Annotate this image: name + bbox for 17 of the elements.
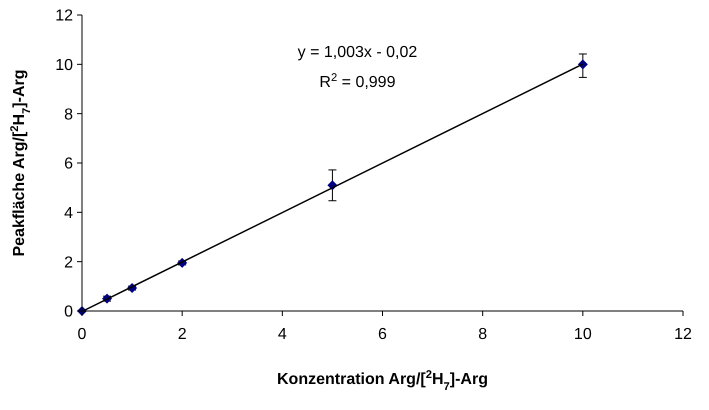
x-tick-label: 12	[674, 326, 692, 343]
x-tick-label: 10	[574, 326, 592, 343]
y-tick-label: 0	[64, 304, 74, 321]
annotation: y = 1,003x - 0,02	[298, 44, 418, 61]
annotation: R$^{2}$ = 0,999	[319, 72, 396, 91]
y-tick-label: 8	[64, 106, 74, 124]
x-tick-label: 6	[378, 326, 388, 343]
y-tick-label: 6	[64, 156, 74, 173]
y-tick-label: 2	[64, 254, 74, 272]
x-tick-label: 8	[478, 326, 488, 343]
x-tick-label: 2	[178, 326, 187, 343]
y-tick-label: 4	[64, 204, 74, 222]
y-tick-label: 12	[55, 8, 74, 25]
x-tick-label: 0	[78, 326, 87, 343]
x-axis-title: Konzentration Arg/[$^{2}$H$_{7}$]-Arg	[277, 369, 488, 393]
x-tick-label: 4	[278, 326, 287, 343]
y-tick-label: 10	[55, 56, 74, 74]
